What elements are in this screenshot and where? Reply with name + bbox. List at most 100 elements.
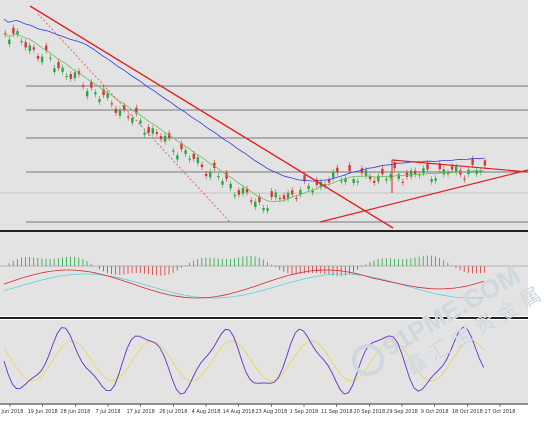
price-layer [3,18,487,214]
candle-body [409,170,413,177]
x-tick-label: 29 Sep 2018 [386,409,418,415]
candle-body [147,127,150,133]
rising-support-line [319,169,529,223]
candle-body [184,150,187,155]
candle-body [430,179,433,182]
candle-body [229,183,232,189]
candle-body [200,164,204,168]
candle-body [225,172,228,179]
candle-body [438,163,441,170]
candle-body [241,187,245,194]
candle-body [471,158,474,165]
candle-body [426,163,429,170]
candle-body [8,39,11,45]
candle-body [459,170,462,175]
candle-body [336,167,339,173]
dotted-projection-line [37,13,231,223]
x-tick-label: 28 Jun 2018 [60,409,90,415]
price-panel [0,0,528,230]
macd-line [3,269,484,299]
x-tick-label: 18 Oct 2018 [452,409,483,415]
candle-body [118,109,122,116]
candle-body [20,41,23,43]
candle-body [233,194,236,197]
x-tick-label: 1 Sep 2018 [290,409,319,415]
x-tick-label: 17 Jul 2018 [127,409,155,415]
x-tick-label: 11 Sep 2018 [321,409,353,415]
x-tick-label: 9 Oct 2018 [421,409,449,415]
candle-body [455,166,458,173]
candle-body [385,178,388,181]
candle-body [237,190,241,195]
candle-body [131,117,134,123]
candle-body [299,189,302,195]
candle-body [81,85,85,87]
candle-body [155,132,159,134]
candle-body [352,179,355,184]
x-tick-label: 8 Jun 2018 [0,409,23,415]
candle-body [262,207,265,211]
candle-body [16,31,19,35]
candle-body [270,191,273,197]
candle-body [53,68,56,73]
x-tick-label: 26 Jul 2018 [159,409,187,415]
stoch-k-line [3,326,485,395]
candle-body [102,89,105,96]
candle-body [327,179,331,183]
stoch-d-line [3,340,485,382]
candle-body [36,56,40,59]
candle-body [94,92,97,95]
candle-body [49,57,52,59]
candle-body [188,158,191,160]
candle-body [303,175,306,182]
macd-layer [3,255,486,299]
candle-body [213,162,216,169]
candle-body [86,91,89,97]
candle-body [340,180,343,182]
candle-body [250,200,253,202]
candle-body [282,195,286,200]
candle-body [332,172,335,178]
x-tick-label: 4 Aug 2018 [192,409,221,415]
candle-body [180,143,183,150]
candle-body [291,190,294,195]
candle-body [12,27,15,34]
candle-body [442,169,446,175]
candle-body [401,181,405,184]
candle-body [450,166,454,170]
candle-body [483,160,487,166]
candle-body [65,75,68,78]
candle-body [397,174,400,179]
candle-body [479,170,482,173]
candle-body [344,178,347,183]
candle-body [151,128,154,134]
candle-body [122,105,126,110]
candle-body [368,176,372,180]
x-tick-label: 7 Jul 2018 [95,409,120,415]
candle-body [172,150,175,152]
candle-body [204,173,208,177]
candle-body [245,188,249,193]
candle-body [348,165,351,172]
ma-slow-line [3,18,484,182]
candle-body [295,197,298,200]
candle-body [266,208,269,211]
candle-body [278,197,282,200]
candle-body [168,133,171,138]
candle-body [106,92,109,98]
candle-body [196,157,200,164]
candle-body [163,135,167,142]
candle-body [311,190,314,193]
candle-body [356,181,359,183]
candle-body [61,67,64,72]
candle-body [217,175,220,178]
candle-body [98,98,101,102]
stochastic-panel [0,320,528,403]
candle-body [192,153,195,159]
stochastic-layer [3,326,485,395]
candle-body [315,179,318,186]
candle-body [176,155,179,160]
candle-body [422,168,425,174]
candle-body [286,192,290,199]
